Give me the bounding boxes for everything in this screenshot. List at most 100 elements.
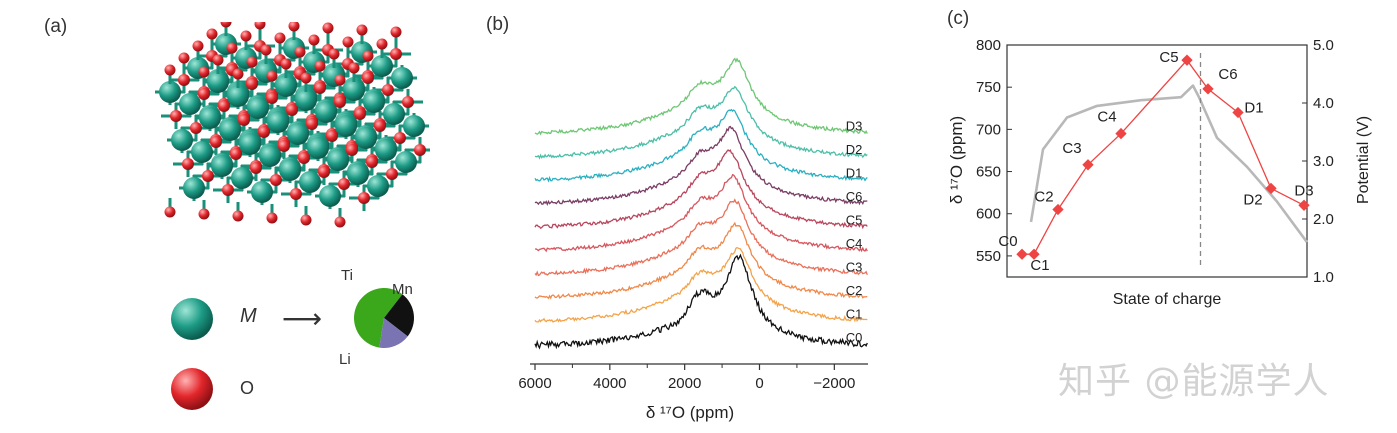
metal-atom (295, 89, 317, 111)
oxygen-atom (374, 120, 386, 132)
metal-atom (191, 141, 213, 163)
oxygen-atom (328, 48, 340, 60)
spectrum-c1 (534, 246, 868, 323)
oxygen-atom (346, 144, 358, 156)
oxygen-atom (300, 214, 312, 226)
oxygen-atom (366, 156, 378, 168)
oxygen-atom (178, 74, 190, 86)
c-point-c1 (1028, 248, 1040, 260)
oxygen-atom (354, 108, 366, 120)
c-left-tick-label: 550 (976, 248, 1001, 265)
metal-atom (327, 149, 349, 171)
oxygen-atom (210, 136, 222, 148)
b-x-tick-label: 6000 (518, 375, 551, 392)
metal-atom (375, 139, 397, 161)
b-x-tick-label: −2000 (813, 375, 855, 392)
oxygen-atom (182, 158, 194, 170)
b-x-tick-label: 0 (755, 375, 763, 392)
oxygen-atom (222, 184, 234, 196)
spectrum-label-d2: D2 (846, 142, 863, 157)
spectrum-c4 (534, 173, 868, 253)
oxygen-atom (306, 118, 318, 130)
oxygen-atom (314, 82, 326, 94)
oxygen-atom (218, 100, 230, 112)
metal-atom (183, 177, 205, 199)
metal-atom (335, 115, 357, 137)
c-point-label-c2: C2 (1034, 189, 1053, 206)
legend-arrow: ⟶ (282, 303, 323, 334)
oxygen-atom (390, 26, 402, 38)
c-point-d2 (1265, 182, 1277, 195)
oxygen-atom (334, 74, 346, 86)
oxygen-atom (278, 140, 290, 152)
oxygen-atom (198, 208, 210, 220)
oxygen-atom (286, 104, 298, 116)
spectrum-c6 (534, 125, 868, 207)
spectrum-d2 (534, 85, 868, 160)
oxygen-atom (322, 22, 334, 34)
metal-atom (267, 111, 289, 133)
oxygen-atom (246, 78, 258, 90)
oxygen-atom (280, 58, 292, 70)
c-left-tick-label: 650 (976, 164, 1001, 181)
spectrum-label-d1: D1 (846, 166, 863, 181)
panel-a-label: (a) (44, 16, 68, 37)
oxygen-atom (358, 192, 370, 204)
oxygen-atom (314, 60, 326, 72)
c-point-c2 (1052, 203, 1064, 216)
metal-atom (403, 115, 425, 137)
c-point-label-c1: C1 (1030, 257, 1049, 274)
oxygen-atom (246, 56, 258, 68)
pie-slice-mn (379, 318, 408, 348)
oxygen-atom (178, 52, 190, 64)
c-right-tick-label: 5.0 (1313, 37, 1334, 54)
metal-atom (347, 163, 369, 185)
c-left-tick-label: 600 (976, 206, 1001, 223)
c-point-d3 (1298, 199, 1310, 211)
c-point-c6 (1202, 83, 1214, 95)
legend-oxygen-label: O (240, 378, 255, 398)
panel-c-label: (c) (947, 8, 970, 29)
oxygen-atom (220, 22, 232, 28)
c-right-tick-label: 1.0 (1313, 269, 1334, 286)
oxygen-atom (226, 42, 238, 54)
oxygen-atom (164, 206, 176, 218)
metal-atom (227, 85, 249, 107)
oxygen-atom (414, 144, 426, 156)
metal-atom (231, 167, 253, 189)
pie-slice-ti (384, 294, 414, 337)
oxygen-atom (212, 54, 224, 66)
metal-atom (319, 185, 341, 207)
c-point-label-c0: C0 (998, 233, 1017, 250)
c-left-tick-label: 750 (976, 79, 1001, 96)
c-shift-line (1022, 59, 1305, 255)
oxygen-atom (250, 162, 262, 174)
spectrum-label-c6: C6 (846, 189, 863, 204)
metal-atom (279, 159, 301, 181)
c-right-tick-label: 3.0 (1313, 153, 1334, 170)
c-point-c4 (1115, 127, 1127, 140)
legend-oxygen-sphere (171, 368, 213, 410)
c-x-axis-label: State of charge (1113, 291, 1222, 308)
oxygen-atom (334, 96, 346, 108)
oxygen-atom (362, 50, 374, 62)
c-plot-frame (1006, 44, 1308, 278)
metal-atom (363, 91, 385, 113)
pie-label-ti: Ti (341, 267, 353, 284)
oxygen-atom (390, 48, 402, 60)
metal-atom (239, 133, 261, 155)
metal-atom (315, 101, 337, 123)
oxygen-atom (240, 30, 252, 42)
metal-atom (275, 75, 297, 97)
metal-atom (247, 97, 269, 119)
spectrum-label-c3: C3 (846, 260, 863, 275)
oxygen-atom (266, 212, 278, 224)
oxygen-atom (348, 62, 360, 74)
pie-label-mn: Mn (392, 281, 413, 298)
oxygen-atom (386, 168, 398, 180)
b-x-axis-label: δ ¹⁷O (ppm) (646, 403, 734, 422)
oxygen-atom (362, 72, 374, 84)
metal-atom (355, 127, 377, 149)
metal-atom (207, 71, 229, 93)
metal-atom (391, 67, 413, 89)
